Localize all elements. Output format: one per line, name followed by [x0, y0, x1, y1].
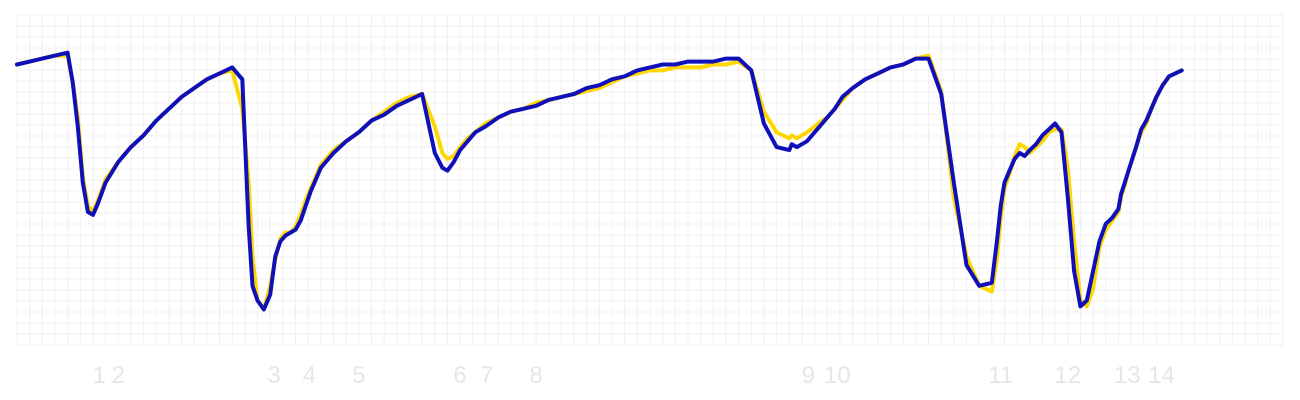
chart-grid	[16, 14, 1284, 346]
x-tick-label-1: 1	[93, 362, 106, 389]
x-tick-label-13: 13	[1114, 362, 1141, 389]
x-tick-label-10: 10	[824, 362, 851, 389]
x-tick-label-7: 7	[480, 362, 493, 389]
x-tick-label-14: 14	[1148, 362, 1175, 389]
x-tick-label-2: 2	[112, 362, 125, 389]
x-tick-label-11: 11	[988, 362, 1013, 389]
x-tick-label-4: 4	[303, 362, 316, 389]
x-tick-label-6: 6	[453, 362, 466, 389]
x-axis-tick-labels: 1 2 3 4 5 6 7 8 9 10 11 12 13 14	[93, 362, 1175, 389]
x-tick-label-8: 8	[529, 362, 542, 389]
x-tick-label-3: 3	[267, 362, 280, 389]
x-tick-label-9: 9	[802, 362, 815, 389]
x-tick-label-12: 12	[1054, 362, 1081, 389]
x-tick-label-5: 5	[352, 362, 365, 389]
series-b-line	[15, 50, 1184, 312]
